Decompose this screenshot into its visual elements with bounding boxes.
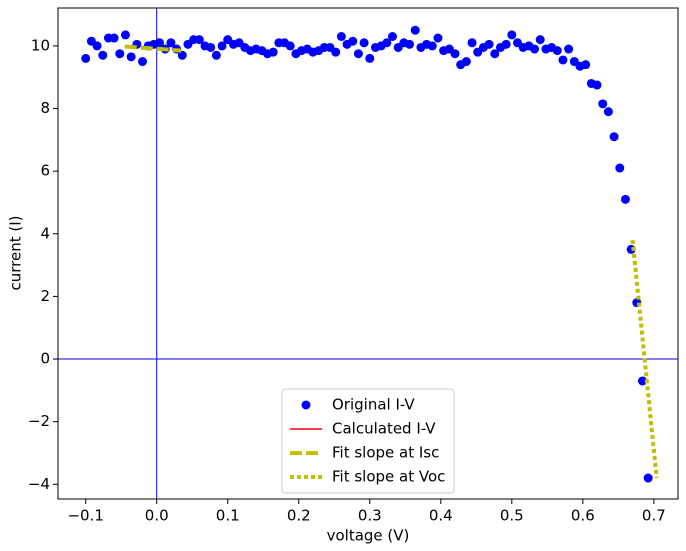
data-point <box>336 31 346 41</box>
x-tick-label: 0.1 <box>216 507 240 525</box>
data-point <box>530 44 540 54</box>
data-point <box>109 33 119 43</box>
y-tick-label: −2 <box>28 412 50 430</box>
y-axis-label: current (I) <box>7 215 25 290</box>
legend-label: Original I-V <box>332 396 415 414</box>
data-point <box>643 473 653 483</box>
legend-label: Fit slope at Voc <box>332 468 445 486</box>
data-point <box>126 52 136 62</box>
legend-marker <box>301 400 311 410</box>
y-tick-label: 6 <box>40 162 50 180</box>
x-tick-label: 0.0 <box>145 507 169 525</box>
data-point <box>609 132 619 142</box>
data-point <box>217 41 227 51</box>
data-point <box>382 38 392 48</box>
y-tick-label: 8 <box>40 99 50 117</box>
data-point <box>552 46 562 56</box>
data-point <box>581 60 591 70</box>
data-point <box>92 41 102 51</box>
data-point <box>206 42 216 52</box>
legend-label: Fit slope at Isc <box>332 444 439 462</box>
x-tick-label: 0.7 <box>642 507 666 525</box>
data-point <box>490 49 500 59</box>
data-point <box>81 53 91 63</box>
y-tick-label: 2 <box>40 287 50 305</box>
data-point <box>450 49 460 59</box>
data-point <box>410 25 420 35</box>
data-point <box>331 47 341 57</box>
data-point <box>166 38 176 48</box>
x-axis-label: voltage (V) <box>327 527 410 545</box>
fit-line <box>630 239 659 479</box>
data-point <box>177 50 187 60</box>
legend-box <box>281 388 455 494</box>
data-point <box>484 39 494 49</box>
data-point <box>467 38 477 48</box>
x-tick-label: 0.5 <box>500 507 524 525</box>
plot-frame <box>57 7 679 500</box>
data-point <box>285 41 295 51</box>
data-point <box>433 33 443 43</box>
y-tick-label: 10 <box>31 36 50 54</box>
data-point <box>348 36 358 46</box>
data-point <box>427 41 437 51</box>
data-point <box>120 30 130 40</box>
x-tick-label: 0.4 <box>429 507 453 525</box>
data-point <box>564 44 574 54</box>
x-tick-label: 0.6 <box>571 507 595 525</box>
data-point <box>620 194 630 204</box>
data-point <box>603 107 613 117</box>
data-point <box>598 99 608 109</box>
data-point <box>353 49 363 59</box>
data-point <box>461 57 471 67</box>
y-tick-label: 0 <box>40 350 50 368</box>
data-point <box>98 50 108 60</box>
data-point <box>405 39 415 49</box>
data-point <box>155 38 165 48</box>
x-tick-label: 0.2 <box>287 507 311 525</box>
x-tick-label: 0.3 <box>358 507 382 525</box>
data-point <box>637 376 647 386</box>
data-point <box>388 31 398 41</box>
fit-line <box>124 44 182 53</box>
data-point <box>359 38 369 48</box>
y-tick-label: −4 <box>28 475 50 493</box>
data-point <box>211 50 221 60</box>
data-point <box>365 53 375 63</box>
data-point <box>615 163 625 173</box>
data-point <box>268 47 278 57</box>
data-point <box>507 30 517 40</box>
data-point <box>138 57 148 67</box>
data-point <box>558 55 568 65</box>
data-point <box>592 80 602 90</box>
data-point <box>115 49 125 59</box>
y-tick-label: 4 <box>40 224 50 242</box>
data-point <box>535 35 545 45</box>
data-point <box>194 35 204 45</box>
data-point <box>501 39 511 49</box>
x-tick-label: −0.1 <box>67 507 103 525</box>
legend-label: Calculated I-V <box>332 420 436 438</box>
